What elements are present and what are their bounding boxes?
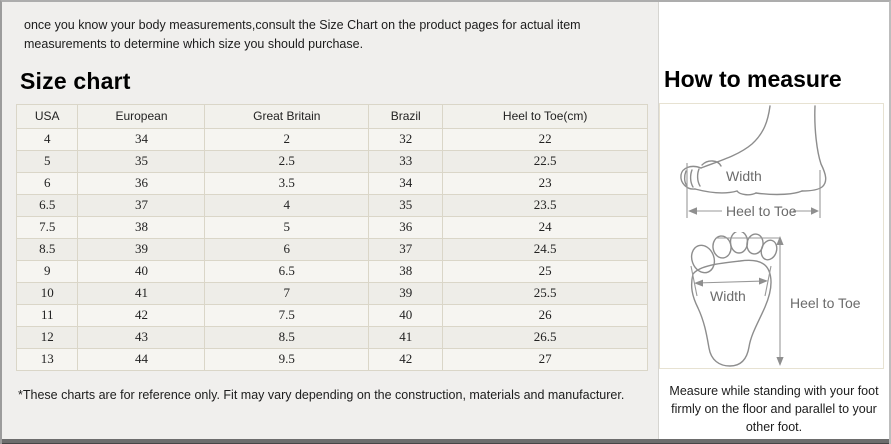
table-cell: 2.5	[204, 149, 370, 173]
side-heel-to-toe-label: Heel to Toe	[726, 203, 797, 219]
how-to-measure-panel: How to measure	[659, 2, 889, 441]
table-cell: 6.5	[15, 193, 79, 217]
table-row: 9 40 6.5 38 25	[15, 259, 648, 283]
reference-footnote: *These charts are for reference only. Fi…	[18, 387, 625, 402]
table-cell: 10	[15, 281, 79, 305]
table-cell: 40	[77, 259, 206, 283]
table-cell: 7	[204, 281, 370, 305]
side-width-label: Width	[726, 168, 762, 184]
table-cell: 34	[77, 127, 206, 151]
table-cell: 40	[368, 303, 444, 327]
table-cell: 41	[77, 281, 206, 305]
size-chart-panel: once you know your body measurements,con…	[2, 2, 659, 441]
table-row: 11 42 7.5 40 26	[15, 303, 648, 327]
table-cell: 2	[204, 127, 370, 151]
measure-instruction-note: Measure while standing with your foot fi…	[669, 384, 879, 435]
foot-top-view-icon: Width Heel to Toe	[690, 232, 861, 367]
table-row: 6 36 3.5 34 23	[15, 171, 648, 195]
table-cell: 5	[15, 149, 79, 173]
table-cell: 6	[204, 237, 370, 261]
column-header: USA	[15, 103, 79, 129]
size-chart-title: Size chart	[20, 67, 131, 94]
table-cell: 39	[77, 237, 206, 261]
table-cell: 4	[204, 193, 370, 217]
foot-side-view-icon: Width Heel to Toe	[680, 105, 827, 219]
table-row: 12 43 8.5 41 26.5	[15, 325, 648, 349]
table-cell: 7.5	[15, 215, 79, 239]
size-chart-table: USA European Great Britain Brazil Heel to To…	[15, 103, 648, 371]
column-header: Brazil	[368, 103, 444, 129]
table-cell: 26	[442, 303, 648, 327]
table-cell: 32	[368, 127, 444, 151]
table-cell: 25	[442, 259, 648, 283]
table-cell: 6.5	[204, 259, 370, 283]
table-cell: 37	[368, 237, 444, 261]
bottom-border-strip	[2, 439, 889, 444]
table-cell: 42	[77, 303, 206, 327]
table-cell: 3.5	[204, 171, 370, 195]
table-row: 5 35 2.5 33 22.5	[15, 149, 648, 173]
table-cell: 44	[77, 347, 206, 371]
column-header: European	[77, 103, 206, 129]
table-cell: 38	[77, 215, 206, 239]
table-cell: 38	[368, 259, 444, 283]
table-cell: 24.5	[442, 237, 648, 261]
table-cell: 8.5	[204, 325, 370, 349]
top-heel-to-toe-label: Heel to Toe	[790, 295, 861, 311]
column-header: Great Britain	[204, 103, 370, 129]
table-cell: 22	[442, 127, 648, 151]
table-row: 8.5 39 6 37 24.5	[15, 237, 648, 261]
table-cell: 9	[15, 259, 79, 283]
table-cell: 23	[442, 171, 648, 195]
table-cell: 23.5	[442, 193, 648, 217]
table-cell: 22.5	[442, 149, 648, 173]
table-cell: 25.5	[442, 281, 648, 305]
table-row: 13 44 9.5 42 27	[15, 347, 648, 371]
table-row: 7.5 38 5 36 24	[15, 215, 648, 239]
table-cell: 12	[15, 325, 79, 349]
table-cell: 35	[77, 149, 206, 173]
table-cell: 9.5	[204, 347, 370, 371]
how-to-measure-title: How to measure	[664, 66, 842, 92]
table-cell: 35	[368, 193, 444, 217]
table-cell: 34	[368, 171, 444, 195]
table-cell: 4	[15, 127, 79, 151]
table-row: 6.5 37 4 35 23.5	[15, 193, 648, 217]
table-cell: 41	[368, 325, 444, 349]
measure-diagram-box: Width Heel to Toe	[659, 103, 884, 369]
intro-text: once you know your body measurements,con…	[24, 18, 581, 52]
table-cell: 37	[77, 193, 206, 217]
table-cell: 24	[442, 215, 648, 239]
table-cell: 39	[368, 281, 444, 305]
table-cell: 43	[77, 325, 206, 349]
table-cell: 36	[368, 215, 444, 239]
table-cell: 6	[15, 171, 79, 195]
header-row: USA European Great Britain Brazil Heel to To…	[15, 103, 648, 129]
table-cell: 26.5	[442, 325, 648, 349]
table-cell: 13	[15, 347, 79, 371]
table-cell: 33	[368, 149, 444, 173]
table-cell: 42	[368, 347, 444, 371]
table-cell: 36	[77, 171, 206, 195]
table-cell: 8.5	[15, 237, 79, 261]
top-width-label: Width	[710, 288, 746, 304]
table-cell: 27	[442, 347, 648, 371]
table-cell: 11	[15, 303, 79, 327]
table-cell: 5	[204, 215, 370, 239]
table-cell: 7.5	[204, 303, 370, 327]
column-header: Heel to Toe(cm)	[442, 103, 648, 129]
table-row: 4 34 2 32 22	[15, 127, 648, 151]
table-row: 10 41 7 39 25.5	[15, 281, 648, 305]
